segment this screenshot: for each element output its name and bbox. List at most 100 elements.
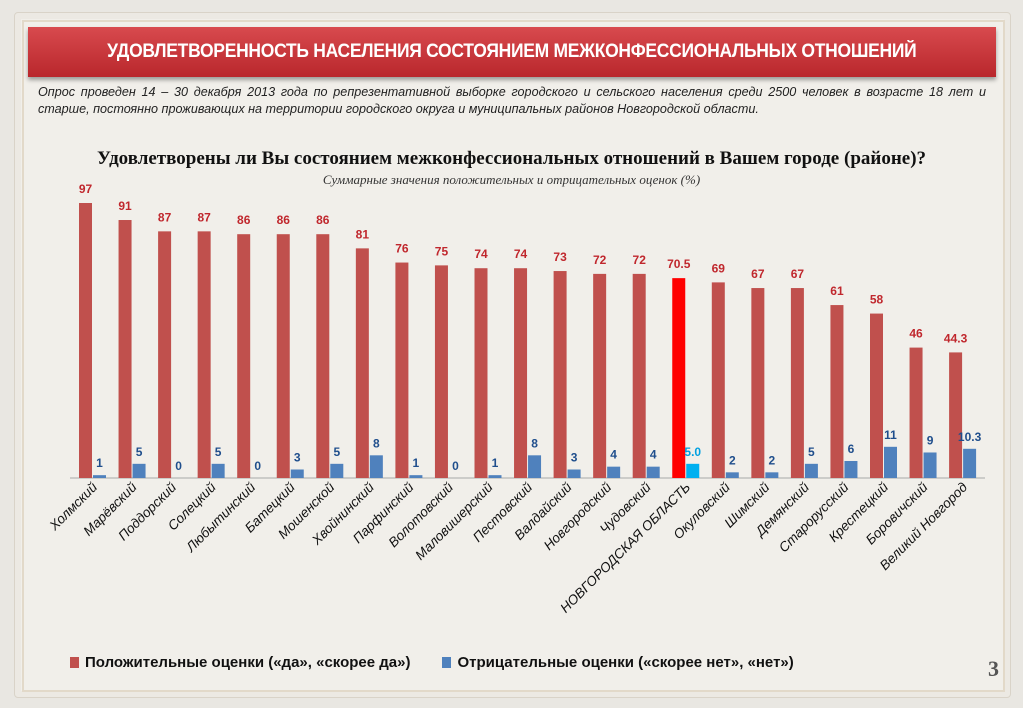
bar-negative	[765, 472, 779, 478]
data-label-positive: 87	[158, 210, 172, 224]
data-label-negative: 0	[254, 459, 261, 473]
data-label-negative: 6	[848, 442, 855, 456]
bar-negative	[923, 452, 937, 478]
bar-positive	[553, 271, 567, 478]
data-label-negative: 2	[769, 453, 776, 467]
data-label-negative: 4	[610, 448, 617, 462]
bar-positive	[751, 288, 765, 478]
data-label-positive: 86	[316, 213, 330, 227]
data-label-positive: 97	[79, 182, 93, 196]
data-label-negative: 5	[808, 445, 815, 459]
data-label-negative: 9	[927, 433, 934, 447]
data-label-positive: 86	[237, 213, 251, 227]
bar-negative	[93, 475, 106, 478]
data-label-positive: 72	[633, 253, 647, 267]
title-banner: УДОВЛЕТВОРЕННОСТЬ НАСЕЛЕНИЯ СОСТОЯНИЕМ М…	[28, 27, 996, 77]
data-label-positive: 44.3	[944, 331, 968, 345]
bar-positive	[158, 231, 172, 478]
data-label-negative: 8	[373, 436, 380, 450]
data-label-positive: 67	[791, 267, 805, 281]
bar-negative	[963, 448, 977, 478]
bar-negative	[132, 463, 146, 478]
chart-title: Удовлетворены ли Вы состоянием межконфес…	[96, 148, 927, 169]
data-label-negative: 1	[413, 456, 420, 470]
bar-negative	[488, 475, 502, 478]
bar-negative	[844, 460, 858, 478]
legend: Положительные оценки («да», «скорее да»)…	[70, 654, 794, 671]
bar-negative	[330, 463, 344, 478]
data-label-positive: 76	[395, 242, 409, 256]
survey-description: Опрос проведен 14 – 30 декабря 2013 года…	[38, 85, 986, 116]
data-label-negative: 3	[571, 450, 578, 464]
data-label-positive: 70.5	[667, 257, 691, 271]
data-label-negative: 5.0	[684, 445, 701, 459]
legend-negative: Отрицательные оценки («скорее нет», «нет…	[442, 654, 794, 671]
data-label-positive: 75	[435, 244, 449, 258]
bar-positive	[79, 203, 92, 478]
legend-label-negative: Отрицательные оценки («скорее нет», «нет…	[457, 654, 794, 671]
bar-positive	[395, 262, 409, 478]
data-label-positive: 86	[277, 213, 291, 227]
data-label-negative: 10.3	[958, 430, 982, 444]
bar-negative	[884, 446, 897, 478]
data-label-negative: 5	[215, 445, 222, 459]
bar-positive	[276, 234, 290, 478]
data-label-negative: 4	[650, 448, 657, 462]
bar-positive	[909, 347, 923, 478]
slide-inner-border	[22, 20, 1005, 692]
data-label-negative: 8	[531, 436, 538, 450]
legend-swatch-positive	[70, 657, 79, 668]
data-label-negative: 0	[452, 459, 459, 473]
bar-positive	[237, 234, 251, 478]
bar-positive	[672, 278, 686, 478]
bar-positive	[593, 273, 607, 478]
bar-negative	[567, 469, 581, 478]
data-label-positive: 69	[712, 261, 726, 275]
category-label: Новгородский	[541, 479, 615, 553]
bar-positive	[830, 305, 844, 478]
data-label-negative: 3	[294, 450, 301, 464]
data-label-negative: 5	[136, 445, 143, 459]
data-label-negative: 11	[884, 428, 897, 442]
data-label-positive: 72	[593, 253, 607, 267]
bar-negative	[804, 463, 818, 478]
slide-frame	[14, 12, 1011, 698]
page-number: 3	[988, 656, 999, 681]
bar-positive	[632, 273, 646, 478]
slide-title: УДОВЛЕТВОРЕННОСТЬ НАСЕЛЕНИЯ СОСТОЯНИЕМ М…	[107, 41, 917, 62]
chart-subtitle: Суммарные значения положительных и отриц…	[322, 172, 701, 187]
bar-negative	[686, 463, 700, 478]
data-label-positive: 73	[553, 250, 567, 264]
legend-label-positive: Положительные оценки («да», «скорее да»)	[85, 654, 411, 671]
bar-negative	[290, 469, 304, 478]
legend-positive: Положительные оценки («да», «скорее да»)	[70, 654, 410, 671]
data-label-positive: 91	[118, 199, 132, 213]
bar-negative	[607, 466, 621, 478]
bar-positive	[197, 231, 211, 478]
bar-positive	[355, 248, 369, 478]
bar-positive	[790, 288, 804, 478]
category-label: Старорусский	[776, 479, 852, 555]
data-label-positive: 74	[514, 247, 528, 261]
data-label-positive: 87	[197, 210, 211, 224]
data-label-positive: 67	[751, 267, 765, 281]
bar-negative	[369, 455, 383, 478]
data-label-positive: 58	[870, 293, 884, 307]
legend-swatch-negative	[442, 657, 452, 668]
bar-negative	[646, 466, 660, 478]
bar-negative	[211, 463, 225, 478]
category-label: Любытинский	[182, 479, 258, 555]
bar-positive	[316, 234, 330, 478]
bar-negative	[409, 475, 423, 478]
data-label-positive: 81	[356, 227, 370, 241]
bar-positive	[514, 268, 528, 478]
bar-positive	[434, 265, 448, 478]
data-label-positive: 61	[830, 284, 844, 298]
bar-positive	[118, 220, 132, 478]
bar-positive	[870, 313, 883, 478]
bar-negative	[725, 472, 739, 478]
bar-positive	[711, 282, 725, 478]
data-label-negative: 0	[175, 459, 182, 473]
data-label-negative: 5	[333, 445, 340, 459]
